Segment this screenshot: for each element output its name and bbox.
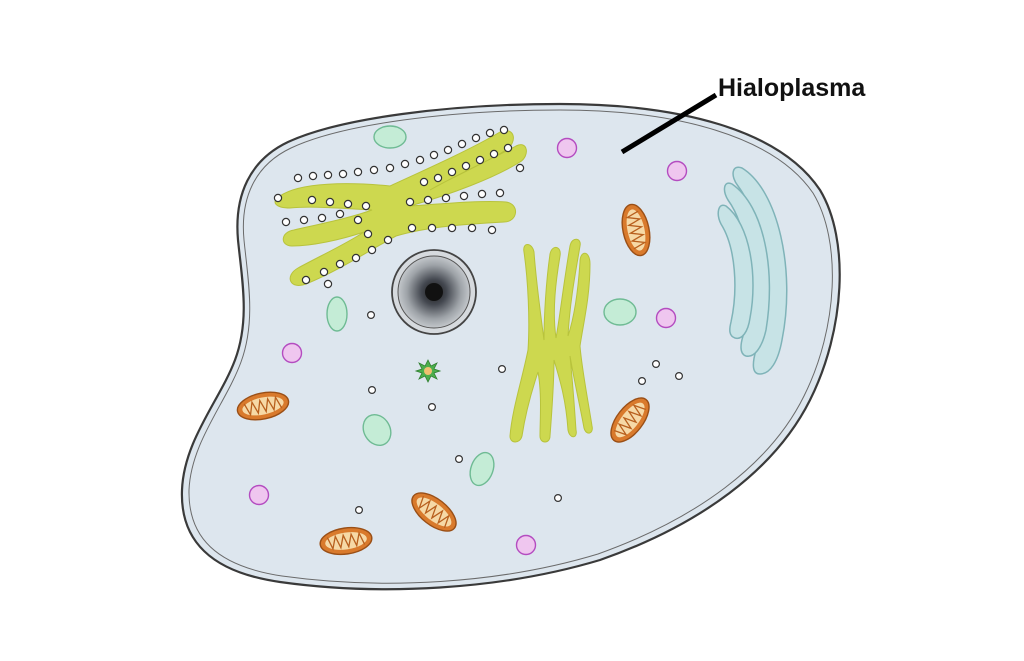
green-vesicles (326, 125, 637, 487)
free-ribosomes (355, 311, 683, 515)
mitochondrion (621, 203, 651, 257)
purple-vesicle (556, 137, 578, 159)
purple-vesicle (281, 342, 303, 364)
green-vesicle (362, 413, 392, 447)
green-vesicle (373, 125, 407, 149)
cell-membrane-inner (188, 109, 833, 584)
smooth-endoplasmic-reticulum (509, 238, 593, 443)
mitochondrion (411, 492, 457, 532)
golgi-apparatus (717, 166, 788, 375)
purple-vesicle (248, 484, 270, 506)
ribosome-group (273, 125, 525, 289)
purple-vesicle (515, 534, 537, 556)
hialoplasma-label: Hialoplasma (718, 74, 866, 102)
mitochondrion (236, 391, 290, 421)
purple-vesicle (655, 307, 677, 329)
green-vesicle (469, 451, 495, 487)
purple-vesicles (248, 137, 688, 556)
green-vesicle (603, 298, 637, 326)
rough-endoplasmic-reticulum (273, 125, 527, 289)
mitochondrion (319, 526, 373, 556)
label-leader-line (620, 92, 718, 155)
centrosome (414, 359, 442, 383)
mitochondrion (610, 397, 650, 443)
nucleus (391, 249, 477, 335)
purple-vesicle (666, 160, 688, 182)
green-vesicle (326, 296, 348, 332)
